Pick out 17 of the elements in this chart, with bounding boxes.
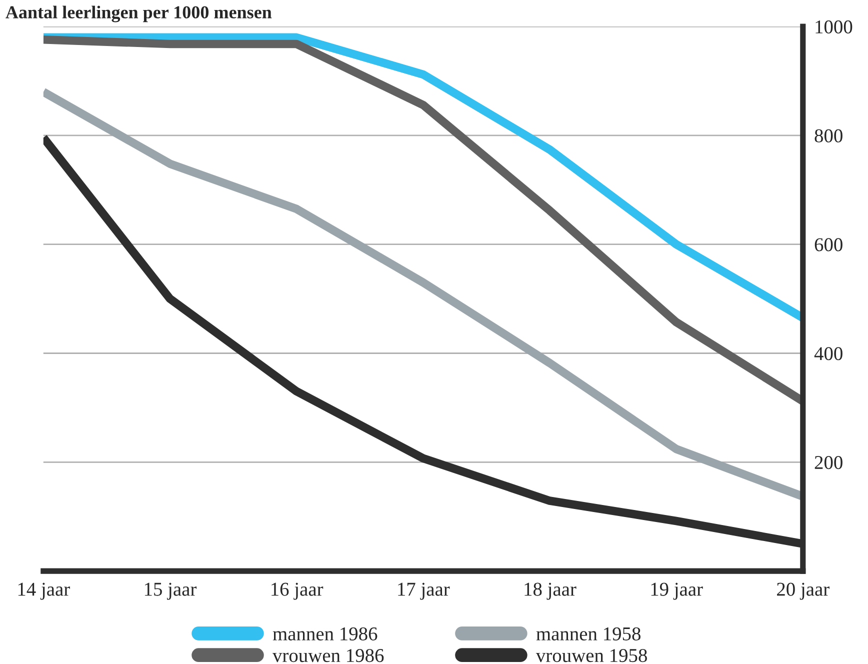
- legend-label: vrouwen 1986: [272, 648, 384, 662]
- legend-label: mannen 1958: [536, 627, 640, 640]
- legend-label: vrouwen 1958: [536, 648, 647, 662]
- chart-title: Aantal leerlingen per 1000 mensen: [6, 6, 272, 22]
- x-tick-label: 15 jaar: [144, 582, 197, 600]
- y-tick-label: 200: [814, 456, 842, 470]
- x-tick-label: 17 jaar: [398, 582, 450, 600]
- x-tick-label: 14 jaar: [18, 582, 70, 600]
- y-tick-label: 800: [814, 129, 842, 142]
- x-tick-label: 16 jaar: [272, 582, 324, 600]
- x-tick-label: 18 jaar: [524, 582, 576, 600]
- y-tick-label: 400: [814, 347, 842, 360]
- y-tick-label: 600: [814, 238, 842, 252]
- y-tick-label: 1000: [816, 20, 852, 34]
- x-tick-label: 20 jaar: [777, 582, 830, 600]
- x-tick-label: 19 jaar: [651, 582, 703, 600]
- legend-label: mannen 1986: [272, 627, 378, 640]
